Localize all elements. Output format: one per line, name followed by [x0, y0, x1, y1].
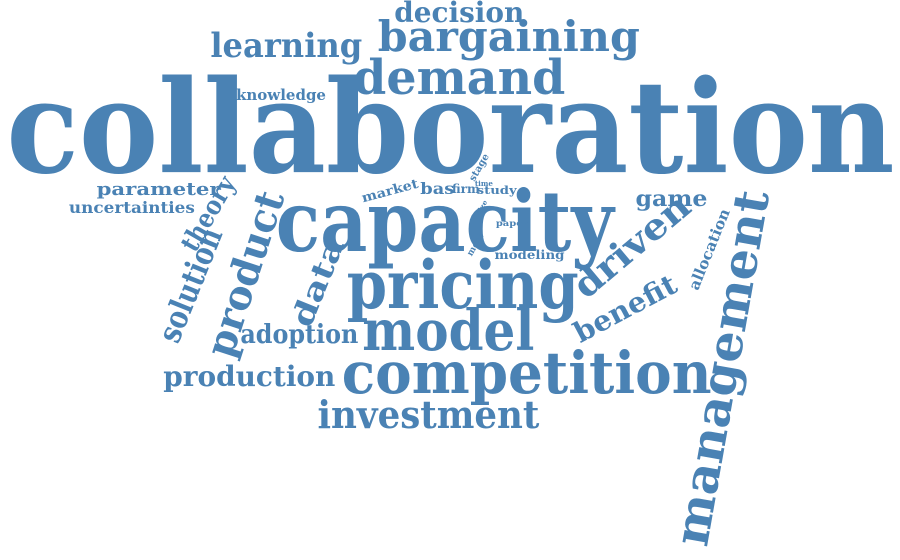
word-firm: firm — [452, 182, 480, 196]
word-knowledge: knowledge — [236, 85, 326, 104]
word-learning: learning — [210, 26, 362, 66]
word-study: study — [476, 183, 517, 197]
word-investment: investment — [317, 392, 539, 437]
word-decision: decision — [393, 0, 524, 29]
word-modeling: modeling — [493, 248, 565, 262]
word-capacity: capacity — [275, 172, 615, 271]
word-parameter: parameter — [97, 179, 221, 200]
word-model: model — [361, 298, 535, 364]
word-game: game — [634, 186, 707, 212]
word-time: time — [474, 178, 493, 188]
word-production: production — [162, 360, 336, 393]
word-adoption: adoption — [239, 320, 359, 350]
word-paper: paper — [495, 218, 529, 228]
word-uncertainties: uncertainties — [69, 198, 195, 217]
word-pricing: pricing — [347, 246, 579, 324]
word-collaboration: collaboration — [5, 53, 895, 203]
word-demand: demand — [352, 50, 566, 106]
word-competition: competition — [342, 339, 712, 407]
word-bas: bas — [420, 179, 454, 198]
word-bargaining: bargaining — [377, 12, 641, 61]
